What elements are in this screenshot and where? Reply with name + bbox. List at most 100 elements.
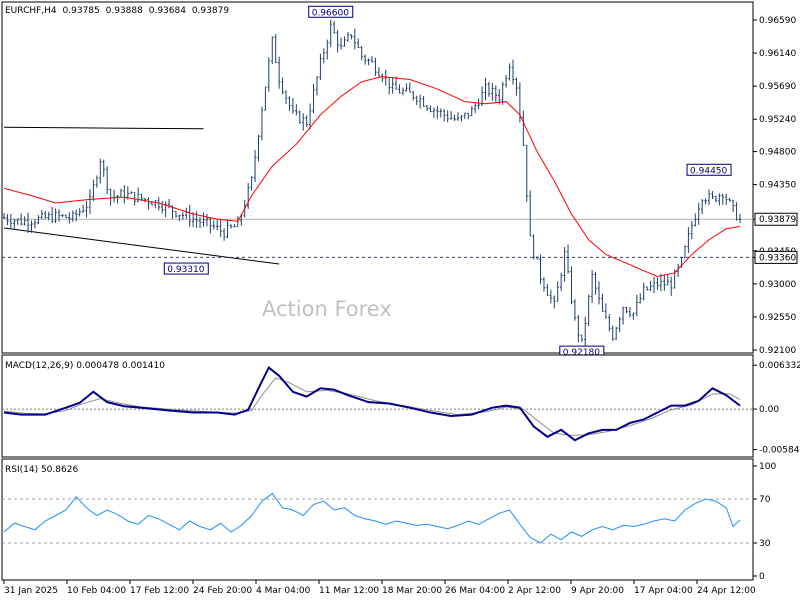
y-tick-label: 0.96590 — [759, 16, 796, 26]
price-bar — [463, 112, 467, 120]
price-bar — [511, 59, 515, 85]
price-bar — [95, 175, 99, 188]
x-tick: 17 Feb 12:00 — [129, 580, 189, 596]
y-tick: 0.94800 — [753, 148, 796, 158]
price-bar — [604, 303, 608, 319]
price-bar — [353, 28, 357, 50]
price-bar — [415, 95, 418, 106]
price-bar — [164, 201, 167, 218]
price-bar — [697, 202, 700, 225]
y-tick-label: 100 — [759, 462, 776, 472]
price-bar — [542, 277, 546, 292]
y-tick-label: 30 — [759, 539, 771, 549]
price-bar — [608, 314, 611, 332]
price-bar — [33, 219, 37, 229]
price-bar — [590, 269, 594, 303]
price-bar — [725, 193, 728, 205]
y-tick-label: 0.94800 — [759, 148, 796, 158]
price-bar — [594, 272, 597, 295]
price-bar — [13, 218, 16, 230]
x-tick-label: 17 Feb 12:00 — [130, 586, 189, 596]
macd-y-tick: 0.00 — [753, 405, 779, 415]
price-bar — [336, 29, 339, 53]
price-bar — [350, 34, 353, 40]
price-bar — [288, 96, 291, 111]
price-bar — [473, 102, 477, 114]
macd-y-tick: 0.006332 — [753, 361, 800, 371]
price-bar — [432, 107, 436, 119]
price-bar — [446, 110, 449, 123]
price-bar — [19, 213, 23, 226]
y-tick: 0.93879 — [753, 212, 798, 226]
price-bar — [639, 293, 642, 304]
price-bar — [635, 294, 639, 317]
price-bar — [188, 204, 191, 227]
price-bar — [501, 81, 504, 105]
trendline — [3, 227, 280, 265]
price-bar — [277, 56, 281, 89]
price-bar — [467, 112, 470, 120]
price-bar — [614, 326, 618, 341]
price-bar — [449, 111, 453, 120]
price-bar — [229, 224, 233, 229]
price-bar — [687, 227, 690, 253]
price-bar — [529, 190, 532, 237]
price-y-axis: 0.96590 0.96140 0.95690 0.95240 0.94800 0.943… — [753, 16, 798, 356]
price-bar — [573, 299, 577, 321]
price-bar — [305, 115, 308, 128]
price-bar — [429, 105, 432, 113]
price-bar — [508, 63, 511, 81]
price-bar — [611, 325, 614, 341]
macd-signal-line — [3, 377, 741, 436]
price-bar — [728, 197, 731, 202]
price-annotation: 0.96600 — [308, 5, 354, 18]
time-x-axis: 31 Jan 2025 10 Feb 04:00 17 Feb 12:00 24 Fe… — [3, 580, 756, 596]
price-bar — [367, 58, 370, 66]
x-tick-label: 9 Apr 20:00 — [571, 586, 624, 596]
price-bar — [690, 221, 694, 240]
price-bar — [363, 54, 367, 65]
price-bar — [233, 224, 236, 228]
price-bar — [81, 204, 85, 213]
annotation-label: 0.94450 — [690, 166, 727, 176]
price-bar — [102, 159, 105, 177]
x-tick-label: 2 Apr 12:00 — [508, 586, 561, 596]
price-bar — [422, 96, 425, 107]
price-bar — [16, 218, 19, 225]
price-bar — [274, 34, 277, 64]
price-bar — [618, 316, 621, 333]
price-bar — [315, 76, 319, 96]
price-bar — [425, 104, 429, 112]
y-tick-label: 0.93000 — [759, 280, 796, 290]
price-bar — [584, 316, 587, 348]
watermark: Action Forex — [262, 297, 392, 321]
price-bar — [85, 200, 88, 218]
annotation-label: 0.92180 — [563, 348, 600, 358]
price-bar — [553, 295, 556, 309]
price-bar — [494, 85, 498, 102]
price-bar — [75, 209, 78, 222]
price-bar — [587, 294, 590, 327]
price-bar — [295, 104, 298, 116]
price-bars — [2, 19, 742, 348]
price-bar — [522, 110, 525, 147]
price-bar — [61, 214, 64, 218]
price-bar — [683, 245, 687, 259]
price-bar — [694, 213, 697, 227]
y-tick: 0.96590 — [753, 16, 796, 26]
price-bar — [714, 195, 718, 203]
y-tick-label: 0.94350 — [759, 181, 796, 191]
rsi-y-tick: 0 — [753, 572, 765, 582]
price-bar — [68, 212, 71, 224]
price-bar — [504, 74, 508, 88]
price-bar — [632, 312, 635, 320]
price-bar — [284, 90, 288, 104]
reference-price-box — [754, 250, 798, 264]
price-bar — [9, 213, 13, 229]
price-bar — [360, 46, 363, 61]
price-bar — [477, 98, 480, 110]
annotation-label: 0.96600 — [312, 8, 349, 18]
rsi-y-tick: 70 — [753, 495, 771, 505]
price-bar — [105, 166, 109, 195]
